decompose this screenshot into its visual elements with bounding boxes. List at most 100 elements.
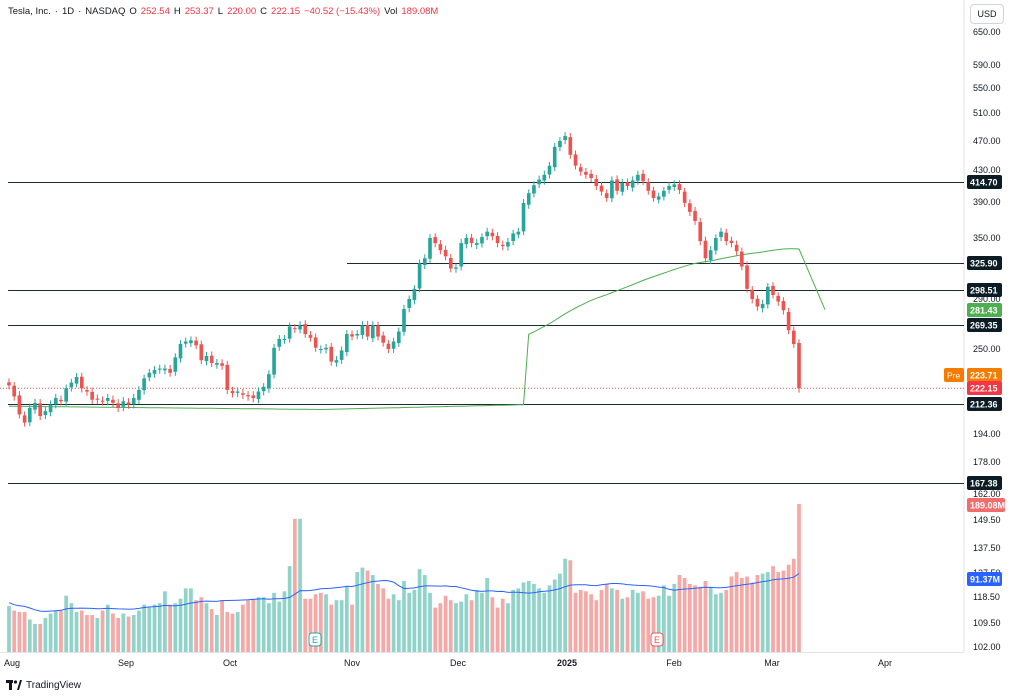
volume-value: 189.08M [401,6,439,17]
volume-bar [760,573,765,652]
candle [189,336,193,347]
candle-body [573,154,578,166]
candle [209,351,214,367]
candle-body [137,389,141,400]
volume-bar [610,588,614,652]
volume-bar [500,598,505,652]
candle-body [277,339,282,347]
volume-bar [526,580,531,652]
volume-bar [656,595,661,652]
candle-body [251,395,256,399]
candle [526,189,531,209]
volume-bar [189,588,193,652]
candle-body [85,390,89,392]
candle-body [604,193,609,198]
price-tag-pre: 223.71 Pre [944,368,1002,382]
candle-body [594,179,599,186]
volume-bar [646,598,651,652]
volume-bar [719,592,723,652]
currency-button[interactable]: USD [970,4,1004,24]
volume-bar [324,594,328,652]
volume-bar [350,604,354,652]
candle [558,137,562,152]
candle [178,340,183,363]
volume-bar [163,591,167,652]
candle [277,335,282,351]
volume-bar [448,600,453,652]
volume-bar [48,613,53,652]
candle [448,254,453,273]
volume-bar [7,606,11,652]
volume-bar [682,578,687,652]
candle-body [584,171,588,175]
candle-body [568,137,573,155]
volume-bar [85,615,89,652]
candle-body [256,391,261,400]
volume-bar [256,597,261,652]
volume-bar [157,603,162,652]
volume-bar [152,604,157,652]
symbol-name[interactable]: Tesla, Inc. [8,6,51,17]
candle-body [682,191,687,203]
volume-bar [318,592,323,652]
candle [246,390,250,401]
volume-bar [391,594,396,652]
volume-bar [422,575,427,652]
volume-bar [402,580,406,652]
candle [667,182,671,194]
tradingview-brand[interactable]: TradingView [6,679,81,691]
exchange-label: NASDAQ [85,6,126,17]
candle [615,175,619,195]
volume-bar [79,610,84,652]
volume-bar [272,592,276,652]
volume-bar [672,583,677,652]
candle [147,368,152,382]
volume-bar [578,589,583,652]
candle-body [69,382,74,388]
volume-bar [765,572,770,652]
volume-bar [516,588,521,652]
volume-bar [235,612,240,652]
volume-bar [558,573,562,652]
volume-bar [459,601,464,652]
volume-bar [781,570,786,652]
candle [750,286,755,304]
candle [293,324,297,333]
earnings-marker[interactable]: E [650,632,664,647]
candle-body [495,235,500,244]
earnings-marker-box [308,632,322,647]
close-label: C [260,6,268,17]
volume-bar [604,583,609,652]
price-tag-sma: 281.43 [967,303,1002,317]
candle [610,176,614,203]
candle [791,326,796,348]
candle [542,170,547,185]
candle-body [526,193,531,205]
candle [116,399,120,412]
candle [703,236,708,263]
earnings-marker-label: E [312,635,318,645]
candle [396,327,401,347]
volume-bar [173,603,178,652]
volume-bar [750,582,755,652]
candle-body [464,238,469,245]
candle-body [64,388,68,402]
time-axis-label: Oct [223,658,238,668]
candle [105,393,110,406]
candle [90,387,94,404]
price-tag-label: 281.43 [970,306,998,316]
earnings-marker[interactable]: E [308,632,322,647]
candle [714,234,718,255]
candle [662,186,666,201]
price-axis-tick: 194.00 [973,429,1001,439]
candle-body [53,398,58,405]
candle-body [7,382,11,386]
level-tag-box [967,318,1002,332]
candle [79,372,84,393]
interval-label[interactable]: 1D [61,6,75,17]
time-axis-label: Aug [4,658,20,668]
candle-body [33,403,37,410]
volume-label: Vol [384,6,398,17]
